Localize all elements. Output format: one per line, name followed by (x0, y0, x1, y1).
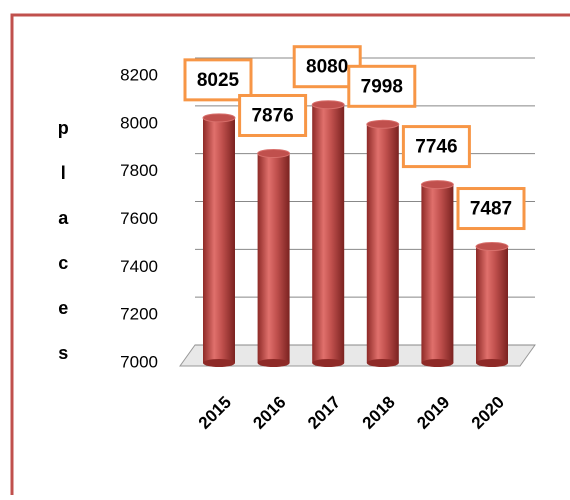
y-tick-label: 8200 (120, 65, 158, 84)
bar-top (420, 180, 454, 190)
value-label: 8025 (197, 70, 240, 91)
bar (366, 124, 399, 363)
value-label: 7746 (415, 137, 457, 158)
y-tick-label: 7600 (120, 209, 158, 228)
bar-top (475, 242, 509, 252)
value-label-box (183, 58, 253, 102)
bar-base (366, 359, 399, 367)
value-label: 7876 (251, 106, 293, 127)
value-label-box (238, 93, 308, 137)
bar-top (257, 148, 291, 158)
bar-top (311, 100, 345, 110)
bar (476, 246, 508, 363)
value-label: 8080 (306, 57, 348, 78)
bar-base (476, 359, 508, 367)
bar-top (202, 113, 236, 123)
bar-base (421, 359, 454, 367)
bar (312, 104, 345, 363)
value-label-box (401, 125, 471, 169)
bar-base (203, 359, 235, 367)
bar (203, 117, 235, 364)
bar-base (257, 359, 290, 367)
bar (421, 184, 454, 363)
value-label-box (347, 64, 417, 108)
value-label-box (456, 187, 526, 231)
frame-border (10, 13, 570, 495)
value-label: 7487 (470, 199, 512, 220)
bar-base (312, 359, 345, 367)
bar (257, 153, 290, 363)
y-axis-label: places (53, 118, 73, 388)
y-tick-label: 7800 (120, 161, 158, 180)
bar-top (366, 119, 400, 129)
y-tick-label: 8000 (120, 113, 158, 132)
y-tick-label: 7400 (120, 257, 158, 276)
value-label: 7998 (361, 76, 403, 97)
y-tick-label: 7200 (120, 305, 158, 324)
y-tick-label: 7000 (120, 352, 158, 371)
